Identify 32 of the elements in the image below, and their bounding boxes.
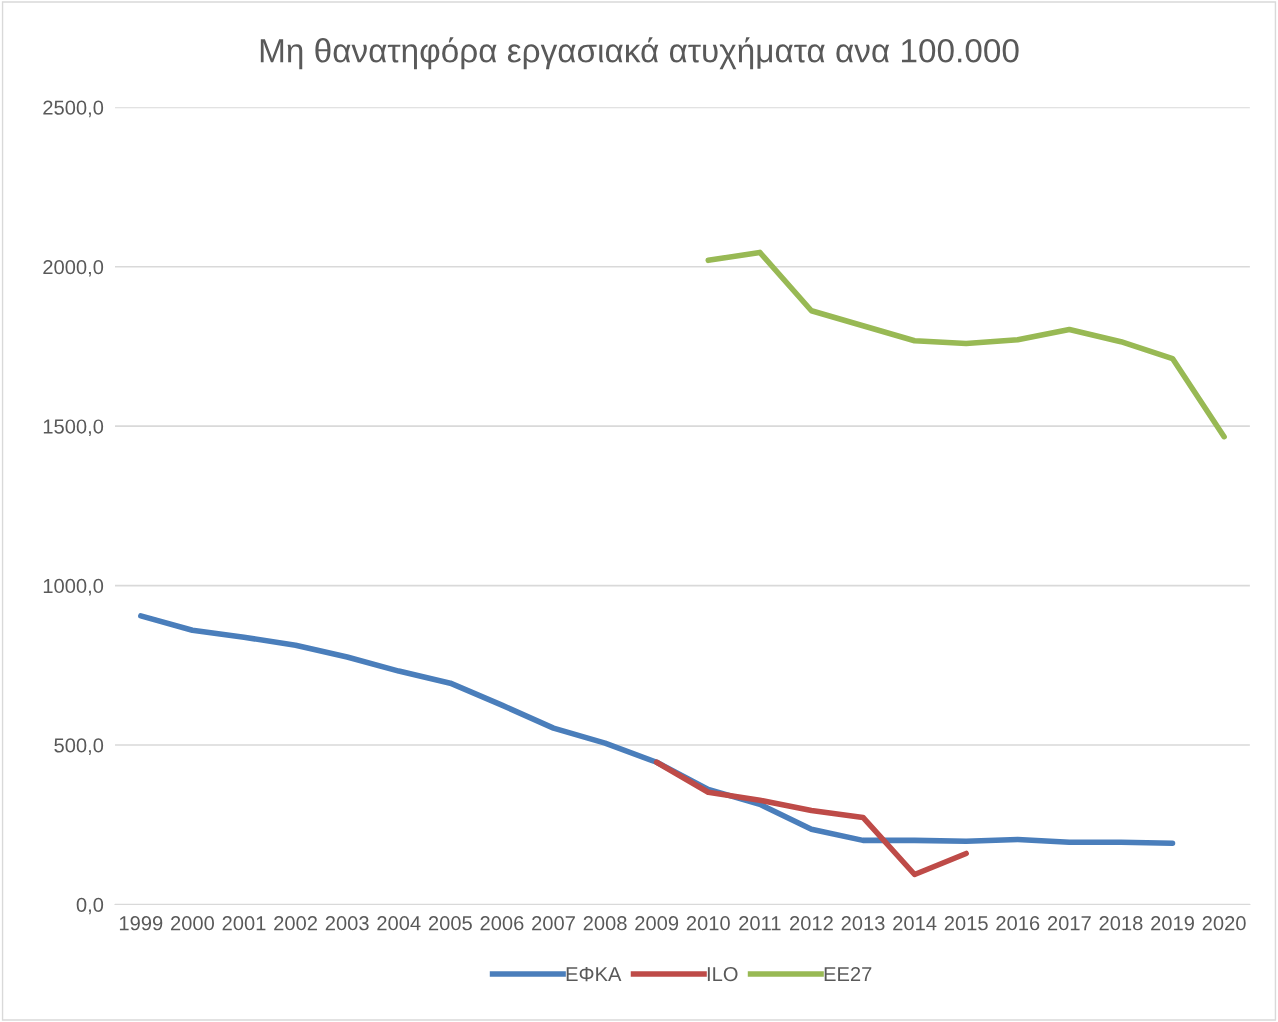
y-tick-label: 1000,0 <box>43 578 104 596</box>
y-tick-label: 2500,0 <box>43 100 104 118</box>
x-tick-label: 2018 <box>1099 916 1143 931</box>
legend-label: ΕΦΚΑ <box>566 967 622 982</box>
x-tick-label: 1999 <box>119 916 163 931</box>
x-tick-label: 2020 <box>1202 916 1246 931</box>
x-tick-label: 2019 <box>1151 916 1194 931</box>
legend-label: ILO <box>707 966 738 982</box>
x-tick-label: 2010 <box>686 916 730 931</box>
x-tick-label: 2006 <box>480 916 524 931</box>
x-tick-label: 2015 <box>944 916 988 931</box>
y-tick-label: 0,0 <box>76 897 104 915</box>
legend-label: ΕΕ27 <box>824 966 872 982</box>
y-tick-label: 500,0 <box>54 738 104 755</box>
x-tick-label: 2007 <box>532 916 575 931</box>
y-tick-label: 2000,0 <box>43 259 104 277</box>
x-tick-label: 2008 <box>583 916 627 931</box>
x-tick-label: 2009 <box>635 916 679 931</box>
x-tick-label: 2013 <box>841 916 885 931</box>
x-tick-label: 2005 <box>428 916 472 931</box>
x-tick-label: 2011 <box>739 916 781 931</box>
x-tick-label: 2012 <box>790 916 833 931</box>
x-tick-label: 2002 <box>274 916 317 931</box>
x-tick-label: 2016 <box>996 916 1040 931</box>
x-tick-label: 2014 <box>893 916 937 931</box>
x-tick-label: 2001 <box>222 916 266 931</box>
chart-title: Μη θανατηφόρα εργασιακά ατυχήματα ανα 100.000 <box>260 37 1019 70</box>
x-tick-label: 2000 <box>171 916 215 931</box>
x-tick-label: 2017 <box>1047 916 1091 931</box>
y-tick-label: 1500,0 <box>43 419 104 437</box>
x-tick-label: 2004 <box>377 916 421 931</box>
x-tick-label: 2003 <box>325 916 369 931</box>
